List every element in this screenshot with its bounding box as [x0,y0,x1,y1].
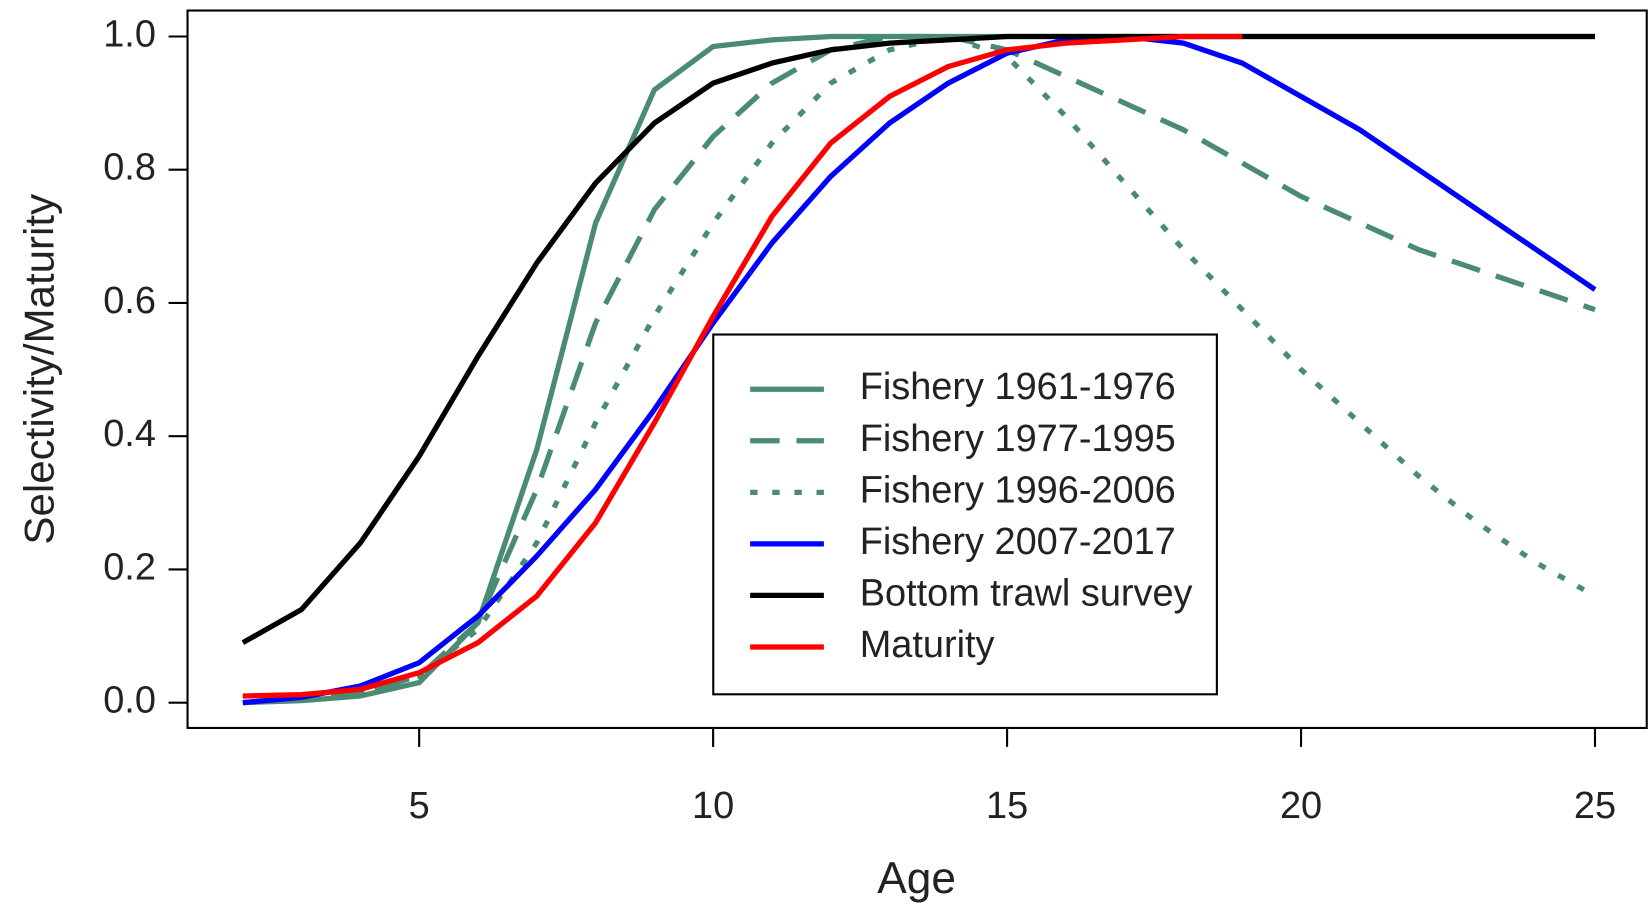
x-tick-label: 5 [409,785,430,827]
legend-box [712,333,1218,696]
x-tick-label: 15 [986,785,1028,827]
legend-label: Fishery 1996-2006 [860,469,1176,511]
y-tick-label: 0.4 [103,413,156,455]
y-tick-label: 0.6 [103,280,156,322]
y-tick-label: 0.0 [103,680,156,722]
series-line [242,33,1596,706]
series-line [241,33,1596,645]
x-tick-label: 10 [692,785,734,827]
x-axis-label: Age [877,854,956,903]
x-tick-label: 20 [1280,785,1322,827]
legend-label: Fishery 2007-2017 [860,521,1176,563]
series-line [242,33,1597,706]
y-tick-label: 0.2 [103,546,156,588]
legend-label: Fishery 1961-1976 [860,366,1176,408]
legend-label: Bottom trawl survey [860,572,1193,614]
x-tick-label: 25 [1574,785,1616,827]
series-line [242,33,1243,699]
series-line [242,33,1597,706]
y-tick-label: 0.8 [103,147,156,189]
plot-frame [186,9,1648,730]
y-tick-label: 1.0 [103,14,156,56]
legend-label: Maturity [860,624,995,666]
y-axis-label: Selectivity/Maturity [15,194,62,545]
legend-label: Fishery 1977-1995 [860,418,1176,460]
